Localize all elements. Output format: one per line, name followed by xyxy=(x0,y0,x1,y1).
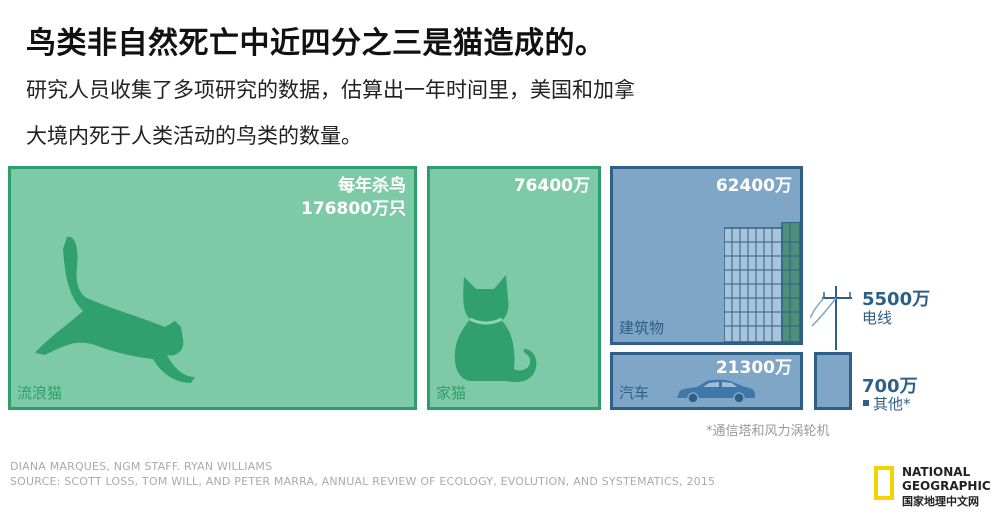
feral-cats-value: 每年杀鸟 176800万只 xyxy=(301,175,406,221)
power-pole-icon xyxy=(810,286,852,350)
logo-line-2: GEOGRAPHIC xyxy=(902,479,991,493)
other-box xyxy=(814,352,852,410)
power-lines-label: 电线 xyxy=(862,309,893,327)
page-title: 鸟类非自然死亡中近四分之三是猫造成的。 xyxy=(26,26,606,61)
buildings-value: 62400万 xyxy=(715,176,792,196)
feral-cats-label: 流浪猫 xyxy=(17,384,63,402)
leaping-cat-icon xyxy=(35,236,195,383)
value-number: 176800万只 xyxy=(301,198,406,219)
other-label: 其他* xyxy=(873,395,911,413)
car-icon xyxy=(677,379,755,404)
logo-line-1: NATIONAL xyxy=(902,465,971,479)
cars-value: 21300万 xyxy=(715,358,792,378)
buildings-box: 62400万 建筑物 xyxy=(610,166,803,345)
value-prefix: 每年杀鸟 xyxy=(338,176,406,196)
pet-cats-box: 76400万 家猫 xyxy=(427,166,601,410)
source-line: SOURCE: SCOTT LOSS, TOM WILL, AND PETER … xyxy=(10,475,716,488)
cars-box: 21300万 汽车 xyxy=(610,352,803,410)
other-value: 700万 xyxy=(862,376,918,397)
cars-label: 汽车 xyxy=(619,384,650,402)
credit-line: DIANA MARQUES, NGM STAFF. RYAN WILLIAMS xyxy=(10,460,273,473)
footnote: *通信塔和风力涡轮机 xyxy=(706,424,830,439)
subtitle-line-1: 研究人员收集了多项研究的数据，估算出一年时间里，美国和加拿 xyxy=(26,78,635,102)
pet-cats-label: 家猫 xyxy=(436,384,467,402)
power-lines-value: 5500万 xyxy=(862,289,931,310)
logo-line-3: 国家地理中文网 xyxy=(902,495,979,508)
other-legend-swatch xyxy=(863,400,869,406)
natgeo-logo-icon xyxy=(874,466,894,500)
pet-cats-value: 76400万 xyxy=(513,176,590,196)
buildings-label: 建筑物 xyxy=(619,319,665,337)
sitting-cat-icon xyxy=(454,275,537,383)
feral-cats-box: 每年杀鸟 176800万只 流浪猫 xyxy=(8,166,417,410)
skyscraper-icon xyxy=(724,222,800,342)
subtitle-line-2: 大境内死于人类活动的鸟类的数量。 xyxy=(26,124,362,148)
